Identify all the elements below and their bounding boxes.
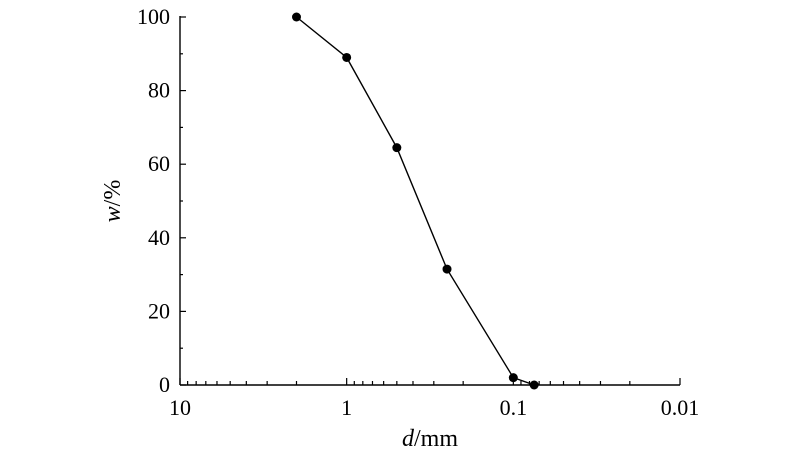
data-point <box>442 264 452 274</box>
series <box>291 12 539 390</box>
x-tick-label: 0.01 <box>661 395 700 420</box>
y-tick-label: 80 <box>148 78 170 103</box>
y-axis-label-unit: /% <box>100 180 126 207</box>
y-ticks: 0 20 40 60 80 100 <box>137 4 186 397</box>
x-tick-label: 1 <box>341 395 352 420</box>
y-tick-label: 60 <box>148 151 170 176</box>
axes <box>179 16 680 386</box>
data-point <box>529 380 539 390</box>
x-axis-label: d/mm <box>402 426 458 452</box>
x-axis-label-unit: /mm <box>414 426 458 452</box>
y-tick-label: 20 <box>148 298 170 323</box>
data-point <box>291 12 301 22</box>
series-line <box>296 16 535 386</box>
x-tick-label: 0.1 <box>500 395 528 420</box>
x-ticks: 10 1 0.1 0.01 <box>169 378 699 420</box>
y-tick-label: 0 <box>159 372 170 397</box>
y-axis-label: w/% <box>100 180 126 223</box>
data-point <box>342 52 352 62</box>
y-tick-label: 40 <box>148 225 170 250</box>
y-axis-label-var: w <box>100 206 126 222</box>
x-axis-label-var: d <box>402 426 415 452</box>
x-tick-label: 10 <box>169 395 191 420</box>
data-point <box>508 373 518 383</box>
y-tick-label: 100 <box>137 4 170 29</box>
data-point <box>392 143 402 153</box>
